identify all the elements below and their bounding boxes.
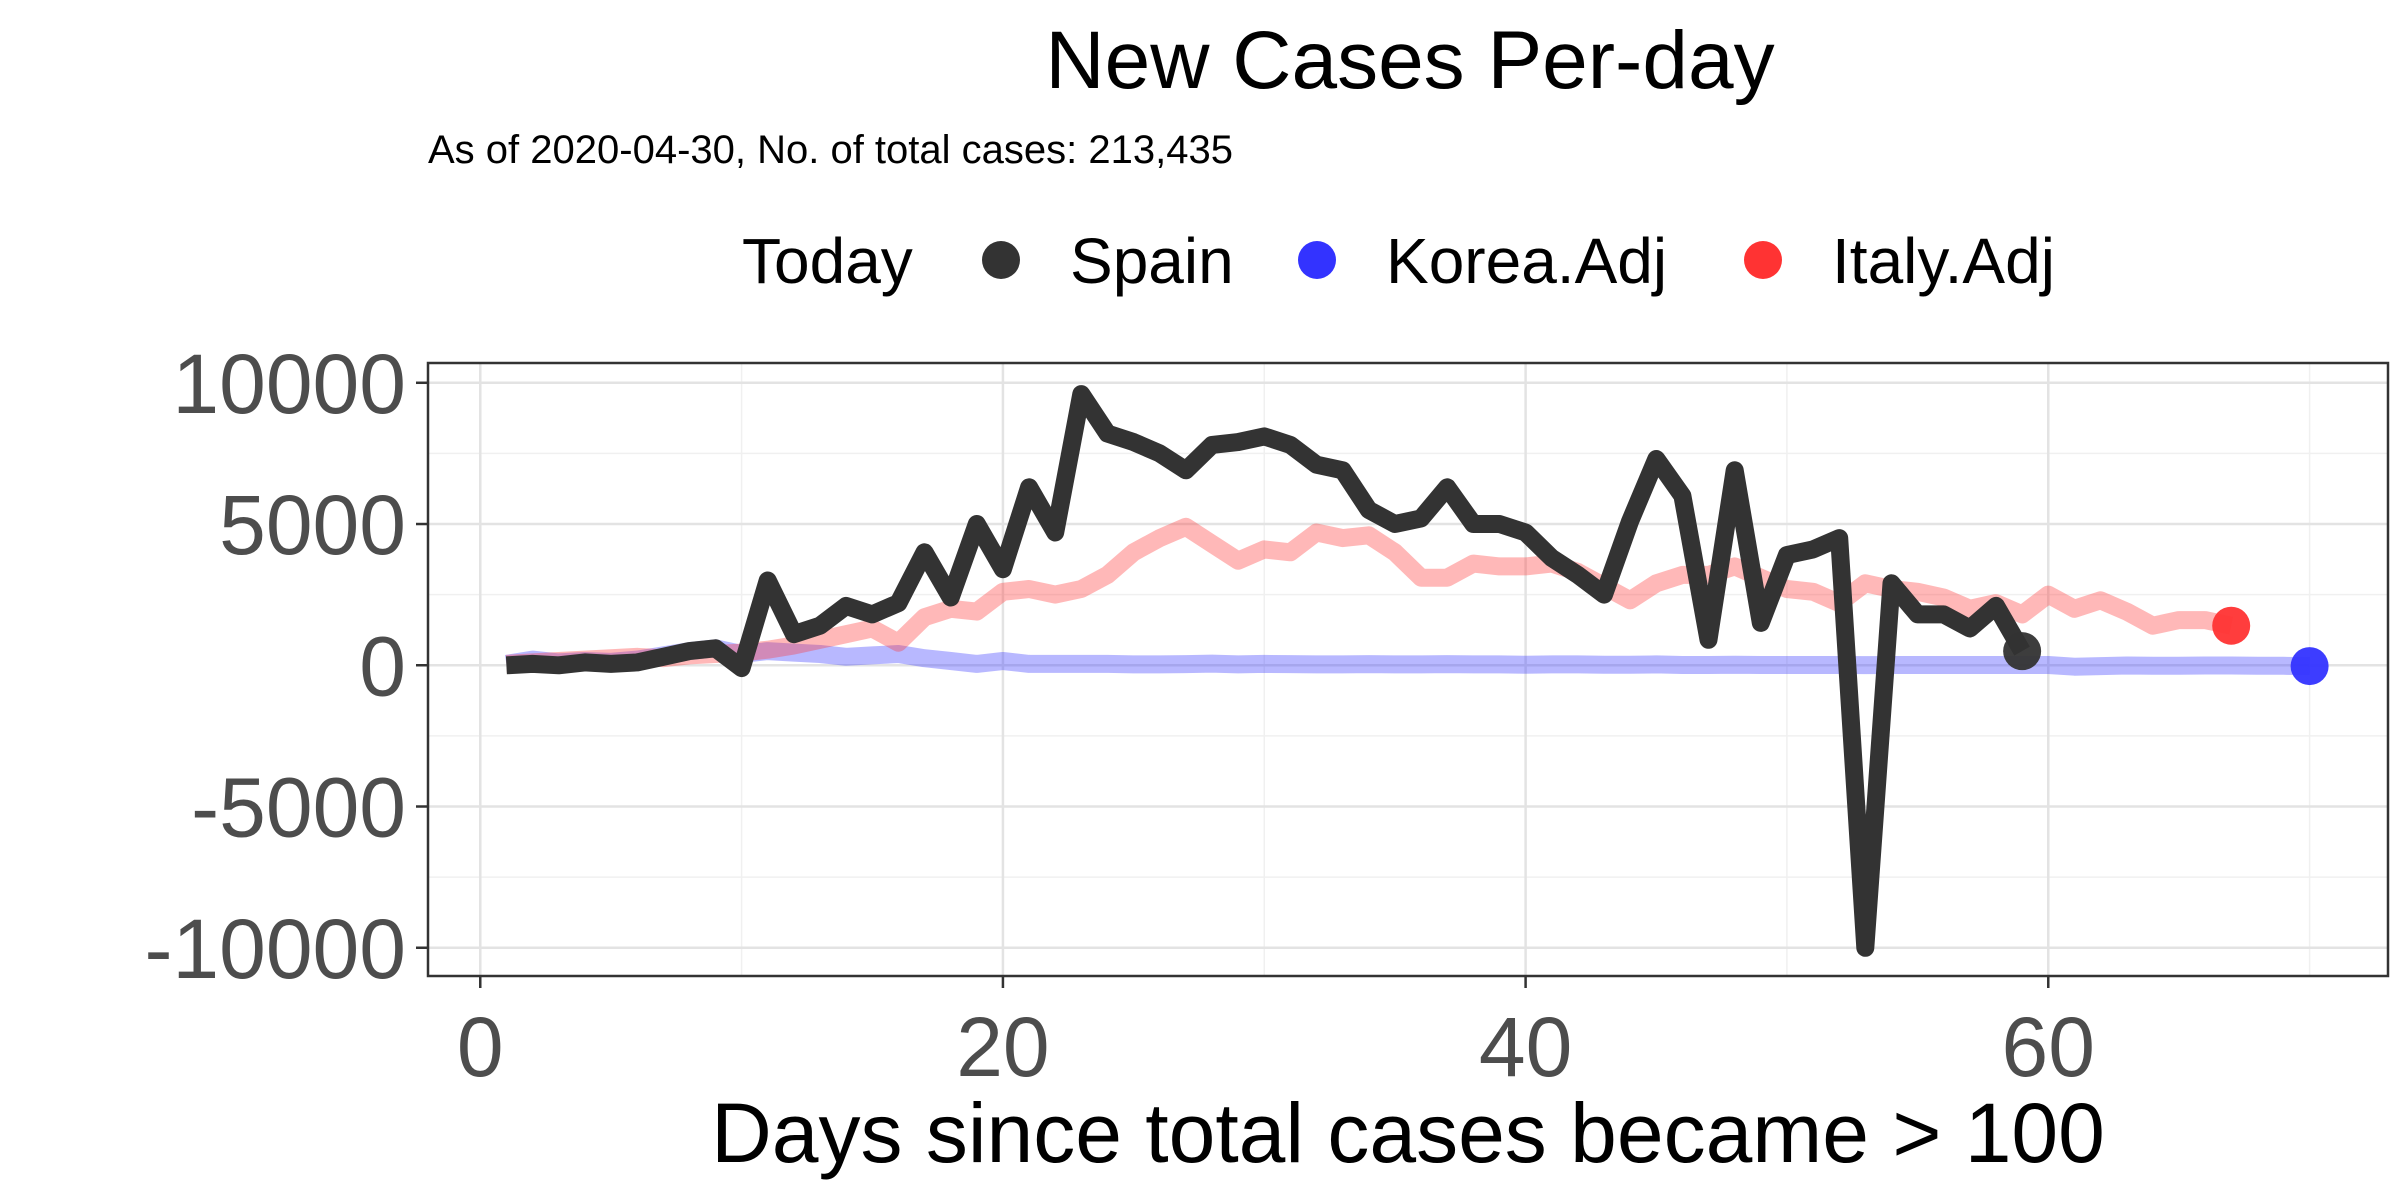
grid-major (428, 363, 2388, 976)
end-point-italy-adj (2212, 606, 2251, 645)
chart-title: New Cases Per-day (1045, 15, 1774, 106)
series-line-korea-adj (504, 639, 2310, 676)
x-axis-title: Days since total cases became > 100 (711, 1086, 2105, 1180)
end-points (2003, 606, 2329, 686)
plot-background (428, 363, 2388, 976)
x-axis: 0 20 40 60 (457, 976, 2095, 1094)
x-tick-label: 0 (457, 1000, 504, 1094)
series-line-italy-adj (505, 517, 2234, 673)
y-axis: -10000 -5000 0 5000 10000 (144, 337, 428, 996)
y-tick-label: 10000 (172, 337, 406, 431)
plot-border (426, 361, 2390, 978)
series-layer (504, 385, 2310, 957)
legend-label-spain: Spain (1070, 225, 1234, 297)
end-point-korea-adj (2290, 647, 2329, 686)
x-tick-label: 60 (2002, 1000, 2095, 1094)
legend-key-korea (1298, 241, 1336, 279)
y-tick-label: 0 (359, 619, 406, 713)
y-tick-label: -5000 (191, 761, 406, 855)
legend-label-italy: Italy.Adj (1832, 225, 2055, 297)
plot-panel (426, 361, 2390, 978)
chart-subtitle: As of 2020-04-30, No. of total cases: 21… (428, 128, 1233, 172)
legend: Today Spain Korea.Adj Italy.Adj (742, 225, 2055, 297)
end-point-spain (2003, 632, 2042, 671)
series-line-spain (505, 385, 2030, 957)
x-tick-label: 20 (956, 1000, 1049, 1094)
legend-title: Today (742, 225, 913, 297)
x-tick-label: 40 (1479, 1000, 1572, 1094)
y-tick-label: -10000 (144, 902, 406, 996)
legend-key-spain (982, 241, 1020, 279)
y-tick-label: 5000 (219, 478, 406, 572)
legend-key-italy (1744, 241, 1782, 279)
legend-label-korea: Korea.Adj (1386, 225, 1667, 297)
